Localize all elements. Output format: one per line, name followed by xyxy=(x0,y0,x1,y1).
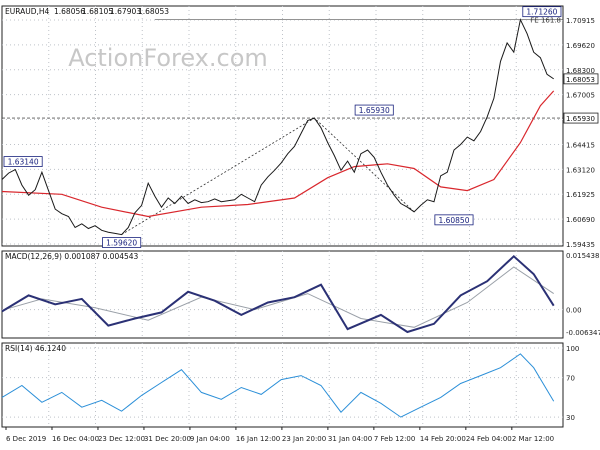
x-tick-label: 31 Dec 20:00 xyxy=(144,435,191,443)
macd-y-tick-label: 0.00 xyxy=(566,307,582,315)
hline-price-label: 1.65930 xyxy=(566,115,595,123)
y-tick-label: 1.69620 xyxy=(566,42,595,50)
annotation-box xyxy=(3,156,43,167)
ohlc-close: 1.68053 xyxy=(138,7,169,16)
annotation-label: 1.63140 xyxy=(8,158,39,167)
y-tick-label: 1.63120 xyxy=(566,166,595,174)
ohlc-open: 1.68056 xyxy=(54,7,85,16)
price-panel: ActionForex.com 1.70915 1.69620 1.68300 1.67… xyxy=(1,5,599,249)
rsi-y-tick-label: 30 xyxy=(566,414,575,422)
hline-price-box xyxy=(563,112,599,124)
macd-line xyxy=(1,254,555,334)
rsi-y-tick-label: 100 xyxy=(566,345,579,353)
rsi-line xyxy=(1,353,555,418)
y-tick-label: 1.67005 xyxy=(566,92,595,100)
y-tick-label: 1.68300 xyxy=(566,67,595,75)
x-tick-label: 16 Jan 12:00 xyxy=(236,435,280,443)
y-tick-label: 1.59435 xyxy=(566,241,595,249)
ohlc-low: 1.67903 xyxy=(110,7,141,16)
x-tick-label: 16 Dec 04:00 xyxy=(52,435,99,443)
macd-panel: 0.015438 0.00 -0.006347 MACD(12,26,9) 0.001… xyxy=(1,250,600,339)
annotation-label: 1.71260 xyxy=(526,8,557,17)
x-tick-label: 7 Feb 12:00 xyxy=(374,435,415,443)
x-tick-label: 24 Feb 04:00 xyxy=(466,435,512,443)
fe-label: FE 161.8 xyxy=(530,17,561,25)
moving-average-line xyxy=(1,90,555,218)
annotation-label: 1.60850 xyxy=(438,216,469,225)
annotation-box xyxy=(354,104,394,116)
x-tick-label: 23 Jan 20:00 xyxy=(282,435,326,443)
annotation-label: 1.59620 xyxy=(106,239,137,248)
ohlc-high: 1.68105 xyxy=(82,7,113,16)
macd-y-tick-label: -0.006347 xyxy=(566,329,600,337)
x-tick-label: 6 Dec 2019 xyxy=(6,435,46,443)
annotation-box xyxy=(522,6,562,18)
rsi-y-tick-label: 70 xyxy=(566,375,575,383)
price-line xyxy=(1,18,554,236)
current-price-label: 1.68053 xyxy=(566,76,595,84)
x-tick-label: 14 Feb 20:00 xyxy=(420,435,466,443)
macd-signal-line xyxy=(1,266,554,328)
macd-label: MACD(12,26,9) 0.001087 0.004543 xyxy=(5,252,139,261)
x-tick-label: 31 Jan 04:00 xyxy=(328,435,372,443)
y-tick-label: 1.70915 xyxy=(566,17,595,25)
x-tick-label: 2 Mar 12:00 xyxy=(512,435,554,443)
y-tick-label: 1.61925 xyxy=(566,191,595,199)
y-tick-label: 1.60690 xyxy=(566,216,595,224)
chart-title: EURAUD,H4 xyxy=(5,7,50,16)
macd-y-tick-label: 0.015438 xyxy=(566,252,599,260)
y-tick-label: 1.64415 xyxy=(566,141,595,149)
rsi-label: RSI(14) 46.1240 xyxy=(5,344,66,353)
annotation-box xyxy=(102,237,142,248)
current-price-box xyxy=(563,73,599,85)
x-tick-label: 23 Dec 12:00 xyxy=(98,435,145,443)
annotation-label: 1.65930 xyxy=(359,106,390,115)
rsi-panel: 100 70 30 RSI(14) 46.1240 xyxy=(1,342,579,428)
x-tick-label: 9 Jan 04:00 xyxy=(190,435,230,443)
watermark-text: ActionForex.com xyxy=(68,44,268,72)
annotation-box xyxy=(434,214,474,226)
